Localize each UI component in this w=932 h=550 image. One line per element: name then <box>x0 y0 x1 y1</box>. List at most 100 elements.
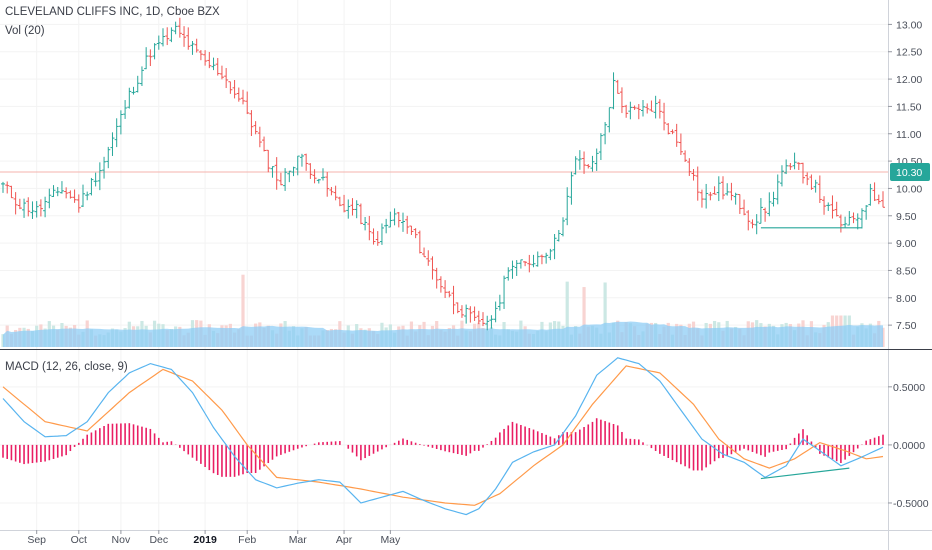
price-bar[interactable] <box>173 21 178 35</box>
price-bar[interactable] <box>725 183 730 196</box>
price-bar[interactable] <box>9 185 14 199</box>
price-bar[interactable] <box>438 276 443 293</box>
price-bar[interactable] <box>316 178 321 184</box>
price-bar[interactable] <box>287 170 292 183</box>
price-bar[interactable] <box>649 100 654 112</box>
price-bar[interactable] <box>177 17 182 38</box>
price-bar[interactable] <box>801 162 805 184</box>
price-bar[interactable] <box>443 280 448 299</box>
price-bar[interactable] <box>329 186 334 196</box>
price-bar[interactable] <box>619 87 624 114</box>
price-bar[interactable] <box>502 275 507 309</box>
price-bar[interactable] <box>413 228 418 239</box>
price-bar[interactable] <box>603 122 608 145</box>
price-bar[interactable] <box>594 148 599 171</box>
price-bar[interactable] <box>527 254 532 273</box>
price-bar[interactable] <box>872 182 877 202</box>
price-bar[interactable] <box>64 187 69 199</box>
price-bar[interactable] <box>321 168 325 181</box>
price-bar[interactable] <box>379 223 384 245</box>
price-bar[interactable] <box>518 259 523 269</box>
price-bar[interactable] <box>641 100 645 117</box>
price-bar[interactable] <box>304 153 309 171</box>
price-bar[interactable] <box>409 225 414 235</box>
price-bar[interactable] <box>207 51 212 69</box>
price-bar[interactable] <box>624 104 629 118</box>
price-bar[interactable] <box>493 301 498 323</box>
price-bar[interactable] <box>455 302 460 314</box>
price-bar[interactable] <box>636 103 641 120</box>
price-bar[interactable] <box>864 205 869 220</box>
price-bar[interactable] <box>712 186 717 195</box>
price-bar[interactable] <box>565 187 570 226</box>
price-bar[interactable] <box>97 162 102 191</box>
price-bar[interactable] <box>127 87 132 109</box>
price-bar[interactable] <box>758 198 763 224</box>
price-bar[interactable] <box>746 210 751 231</box>
price-bar[interactable] <box>531 254 536 268</box>
price-bar[interactable] <box>350 198 355 216</box>
price-bar[interactable] <box>169 27 174 43</box>
price-bar[interactable] <box>72 189 77 203</box>
price-bar[interactable] <box>371 228 376 245</box>
price-bar[interactable] <box>590 155 595 172</box>
price-bar[interactable] <box>733 192 738 205</box>
price-bar[interactable] <box>241 89 245 105</box>
price-bar[interactable] <box>38 199 43 217</box>
price-bar[interactable] <box>257 126 262 148</box>
price-bar[interactable] <box>561 217 565 237</box>
price-bar[interactable] <box>535 251 540 267</box>
price-bar[interactable] <box>510 260 515 279</box>
price-bar[interactable] <box>253 121 258 135</box>
price-bar[interactable] <box>139 66 144 86</box>
price-bar[interactable] <box>114 118 119 148</box>
price-bar[interactable] <box>131 86 136 95</box>
price-bar[interactable] <box>325 172 330 197</box>
price-bar[interactable] <box>211 57 216 71</box>
price-bar[interactable] <box>451 285 456 315</box>
price-bar[interactable] <box>859 208 864 229</box>
price-bar[interactable] <box>388 211 393 228</box>
price-bar[interactable] <box>194 38 199 53</box>
price-bar[interactable] <box>779 165 784 187</box>
price-bar[interactable] <box>544 252 549 264</box>
price-bar[interactable] <box>784 159 789 175</box>
price-bar[interactable] <box>569 171 574 205</box>
price-bar[interactable] <box>539 254 544 265</box>
price-bar[interactable] <box>190 41 195 55</box>
price-bar[interactable] <box>228 81 233 94</box>
price-bar[interactable] <box>346 199 351 219</box>
price-bar[interactable] <box>472 306 477 321</box>
price-bar[interactable] <box>367 215 372 241</box>
price-bar[interactable] <box>156 35 161 50</box>
price-bar[interactable] <box>708 191 713 201</box>
price-bar[interactable] <box>89 177 94 196</box>
price-bar[interactable] <box>333 185 338 201</box>
price-bar[interactable] <box>17 198 22 210</box>
price-bar[interactable] <box>85 191 90 201</box>
price-bar[interactable] <box>148 49 153 67</box>
price-bar[interactable] <box>270 166 275 178</box>
price-bar[interactable] <box>22 198 27 218</box>
price-bar[interactable] <box>514 260 519 276</box>
price-bar[interactable] <box>110 132 115 156</box>
price-bar[interactable] <box>447 290 452 298</box>
price-bar[interactable] <box>695 166 700 201</box>
price-bar[interactable] <box>426 250 431 266</box>
price-bar[interactable] <box>312 169 317 184</box>
price-bar[interactable] <box>76 194 81 213</box>
price-bar[interactable] <box>582 151 587 174</box>
price-bar[interactable] <box>219 65 224 80</box>
price-bar[interactable] <box>405 215 410 234</box>
price-bar[interactable] <box>123 100 128 119</box>
price-bar[interactable] <box>742 199 747 216</box>
price-bar[interactable] <box>645 103 650 114</box>
price-bar[interactable] <box>342 194 347 213</box>
price-bar[interactable] <box>548 248 553 261</box>
price-bar[interactable] <box>826 202 831 211</box>
price-bar[interactable] <box>666 123 671 135</box>
price-bar[interactable] <box>430 256 435 280</box>
price-bar[interactable] <box>30 201 35 219</box>
price-bar[interactable] <box>506 267 511 281</box>
price-bar[interactable] <box>363 216 368 231</box>
